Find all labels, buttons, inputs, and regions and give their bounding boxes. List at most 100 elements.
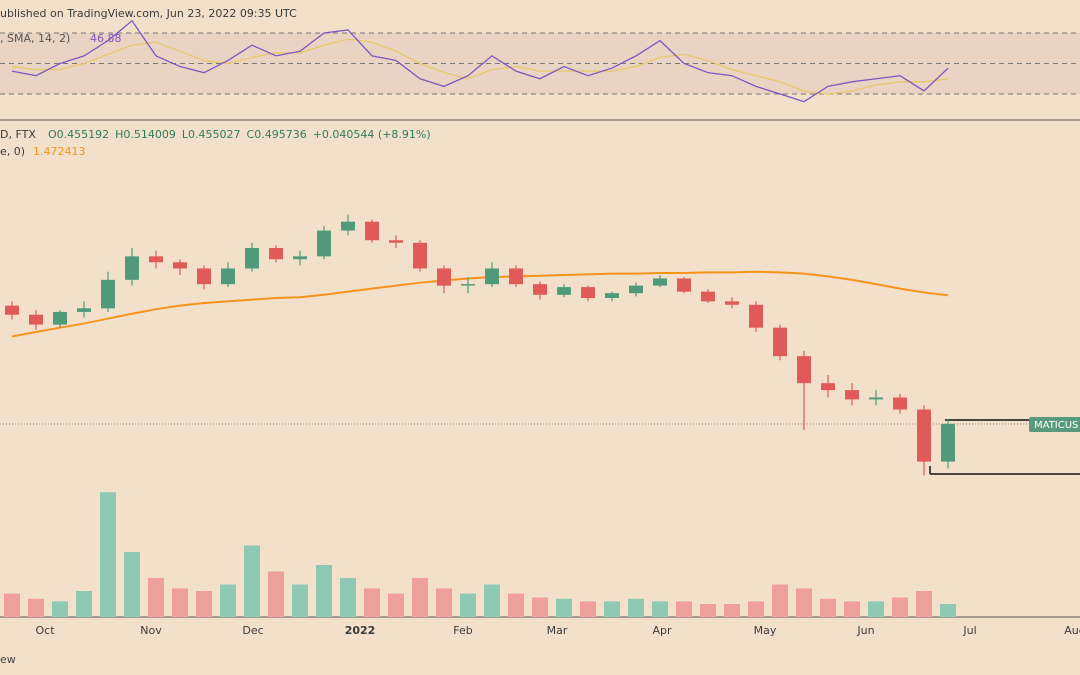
candle-body <box>485 268 499 285</box>
candle-body <box>317 230 331 257</box>
volume-bar <box>916 591 932 617</box>
candle-body <box>221 268 235 285</box>
candle-body <box>797 356 811 384</box>
x-tick-label: May <box>754 624 777 637</box>
volume-bar <box>76 591 92 617</box>
candle-body <box>149 256 163 263</box>
volume-bar <box>556 598 572 617</box>
volume-bar <box>52 601 68 617</box>
logo-text: ew <box>0 653 16 666</box>
candle-body <box>77 308 91 312</box>
candle-body <box>293 256 307 260</box>
ma-value: 1.472413 <box>33 145 86 158</box>
x-tick-label: Jun <box>856 624 874 637</box>
ohlc-value: H0.514009 <box>115 128 176 141</box>
ohlc-value: L0.455027 <box>182 128 241 141</box>
x-tick-label: Dec <box>242 624 263 637</box>
volume-bar <box>940 604 956 617</box>
x-tick-label: Nov <box>140 624 162 637</box>
candle-body <box>437 268 451 286</box>
header: ublished on TradingView.com, Jun 23, 202… <box>0 7 297 20</box>
volume-bar <box>196 591 212 617</box>
x-tick-label: Oct <box>35 624 55 637</box>
volume-bar <box>316 565 332 617</box>
volume-bar <box>652 601 668 617</box>
candle-body <box>749 304 763 328</box>
candle-body <box>101 279 115 309</box>
price-tag-box <box>1029 417 1080 432</box>
volume-bar <box>772 584 788 617</box>
candle-body <box>773 327 787 357</box>
candle-body <box>5 305 19 315</box>
candle-body <box>701 291 715 302</box>
candle-body <box>653 278 667 286</box>
candle-body <box>269 248 283 260</box>
candle-body <box>509 268 523 285</box>
candle-body <box>725 301 739 305</box>
candle-body <box>365 221 379 241</box>
candle-body <box>125 256 139 280</box>
candle-body <box>821 383 835 391</box>
volume-bar <box>604 601 620 617</box>
candle-body <box>389 240 403 243</box>
volume-bar <box>724 604 740 617</box>
ohlc-value: O0.455192 <box>48 128 109 141</box>
volume-bar <box>148 578 164 617</box>
volume-bar <box>340 578 356 617</box>
volume-bar <box>484 584 500 617</box>
volume-bar <box>844 601 860 617</box>
candle-body <box>53 311 67 325</box>
candle-body <box>605 293 619 299</box>
volume-bar <box>244 545 260 617</box>
candle-body <box>341 221 355 231</box>
rsi-label: , SMA, 14, 2) <box>0 32 70 45</box>
candle-body <box>533 284 547 295</box>
symbol-info: D, FTX <box>0 128 36 141</box>
rsi-pane <box>0 19 1080 103</box>
x-tick-label: Feb <box>453 624 472 637</box>
volume-bar <box>748 601 764 617</box>
x-tick-label: Mar <box>547 624 568 637</box>
candle-body <box>173 262 187 269</box>
volume-bar <box>388 593 404 617</box>
volume-bar <box>292 584 308 617</box>
volume-bar <box>412 578 428 617</box>
ohlc-value: C0.495736 <box>247 128 307 141</box>
candle-body <box>581 287 595 299</box>
volume-bar <box>796 588 812 617</box>
volume-bar <box>820 598 836 617</box>
volume-bar <box>436 588 452 617</box>
volume-bar <box>532 597 548 617</box>
candle-body <box>245 248 259 269</box>
volume-bar <box>460 593 476 617</box>
candle-body <box>461 284 475 286</box>
volume-bar <box>4 593 20 617</box>
ma-line <box>11 270 949 338</box>
volume-bar <box>892 597 908 617</box>
volume-bar <box>124 552 140 617</box>
volume-bar <box>700 604 716 617</box>
candle-body <box>893 397 907 410</box>
candle-body <box>629 285 643 294</box>
x-tick-label: Apr <box>652 624 672 637</box>
volume-bar <box>172 588 188 617</box>
x-tick-label: Aug <box>1064 624 1080 637</box>
volume-bar <box>580 601 596 617</box>
candle-body <box>197 268 211 285</box>
candle-body <box>869 397 883 400</box>
candle-body <box>941 423 955 462</box>
volume-bar <box>508 593 524 617</box>
x-tick-label: 2022 <box>345 624 376 637</box>
volume-bar <box>100 492 116 617</box>
candle-body <box>845 390 859 400</box>
volume-bar <box>220 584 236 617</box>
rsi-line <box>11 38 949 95</box>
volume-bar <box>676 601 692 617</box>
x-tick-label: Jul <box>962 624 976 637</box>
volume-bar <box>28 598 44 617</box>
volume-bar <box>268 571 284 617</box>
candle-body <box>557 287 571 295</box>
candle-body <box>677 278 691 292</box>
